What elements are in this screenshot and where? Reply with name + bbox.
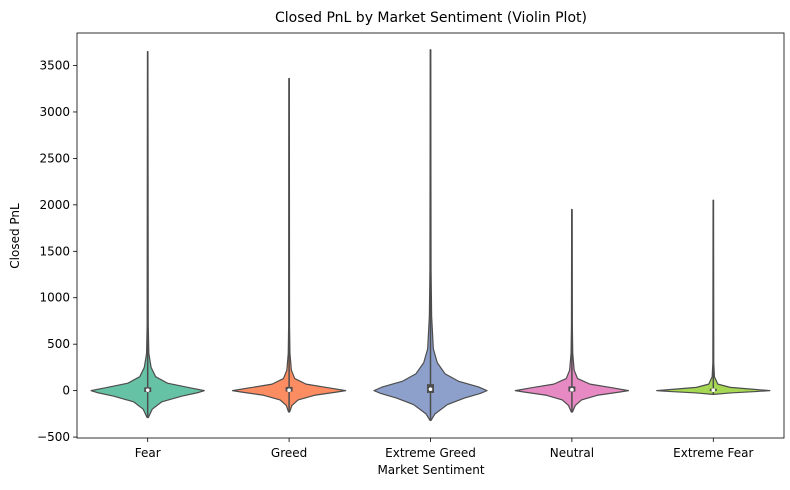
violin-greed [231, 77, 347, 413]
violin-extreme-greed [373, 49, 488, 421]
x-tick-label: Greed [271, 446, 307, 460]
x-tick-label: Fear [135, 446, 161, 460]
violin-fear [90, 50, 205, 419]
violins [90, 49, 771, 421]
violin-median [711, 388, 716, 392]
y-tick-label: 1000 [39, 291, 70, 305]
y-axis: −500 0 500 1000 1500 2000 2500 3000 3500 [37, 59, 77, 444]
y-tick-label: 3500 [39, 59, 70, 73]
violin-median [287, 388, 291, 392]
x-tick-label: Extreme Greed [385, 446, 476, 460]
x-tick-label: Neutral [550, 446, 594, 460]
violin-median [145, 388, 150, 392]
y-tick-label: 2000 [39, 198, 70, 212]
x-axis: Fear Greed Extreme Greed Neutral Extreme Fea… [135, 438, 753, 460]
violin-neutral [514, 208, 630, 413]
y-tick-label: −500 [37, 430, 70, 444]
x-tick-label: Extreme Fear [673, 446, 753, 460]
y-tick-label: 2500 [39, 151, 70, 165]
violin-extreme-fear [656, 199, 771, 395]
y-tick-label: 1500 [39, 244, 70, 258]
y-tick-label: 0 [62, 384, 70, 398]
y-tick-label: 3000 [39, 105, 70, 119]
violin-median [428, 387, 433, 392]
y-tick-label: 500 [47, 337, 70, 351]
violin-median [570, 387, 574, 392]
y-axis-label: Closed PnL [8, 203, 22, 269]
x-axis-label: Market Sentiment [377, 463, 484, 477]
chart-title: Closed PnL by Market Sentiment (Violin P… [275, 10, 587, 26]
